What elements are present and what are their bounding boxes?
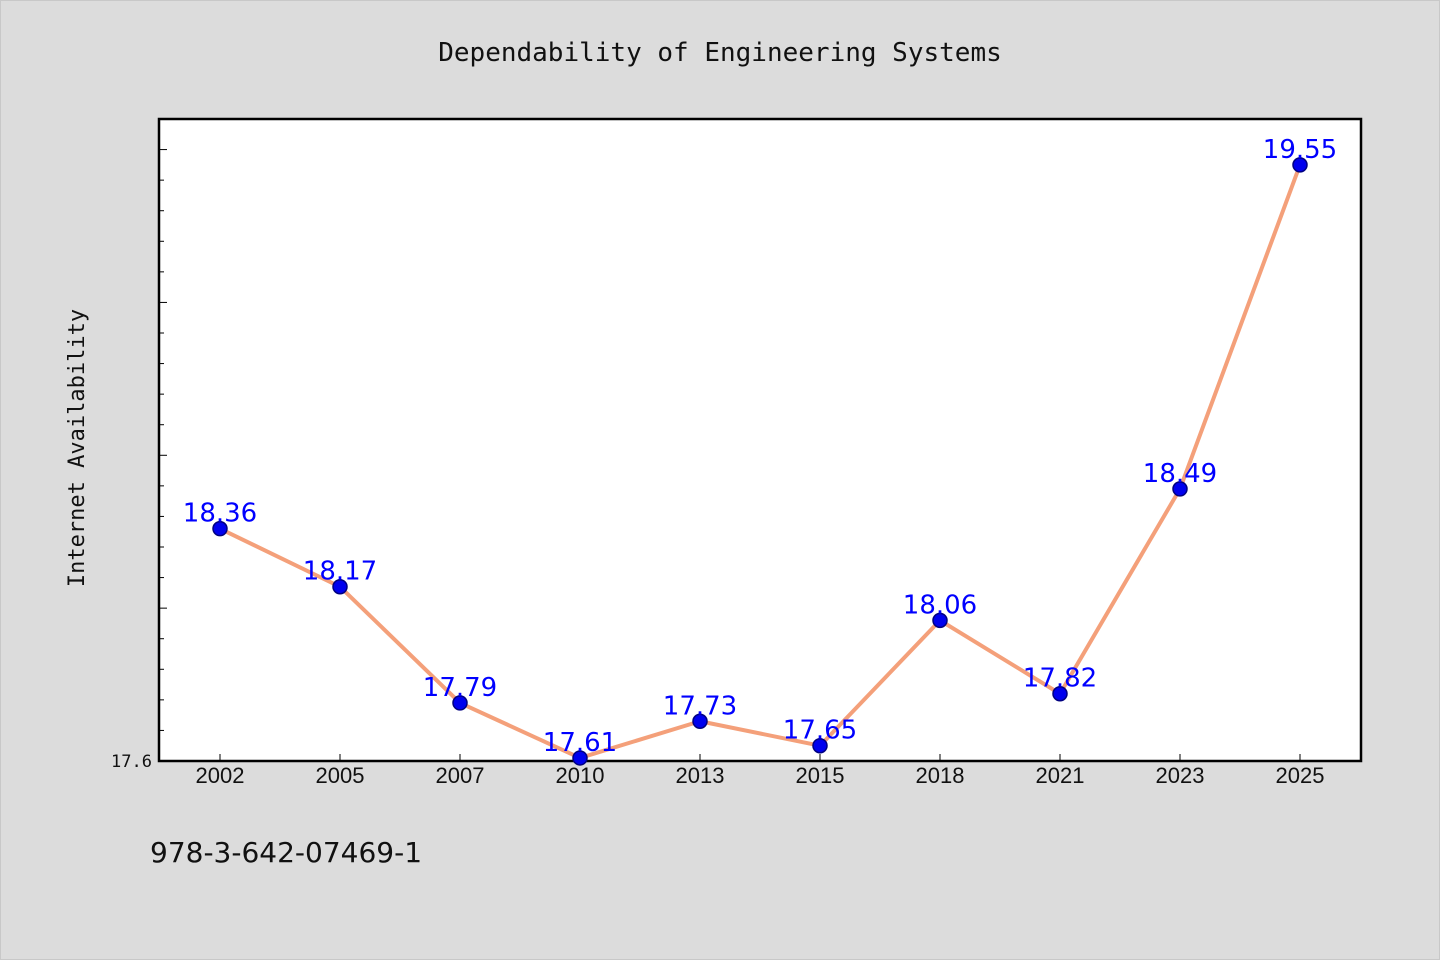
plot-area — [157, 117, 1363, 763]
x-tick-label: 2005 — [316, 763, 365, 788]
data-point — [572, 750, 588, 766]
data-label: 17.79 — [423, 673, 497, 703]
series-markers — [212, 157, 1308, 766]
x-tick-label: 2025 — [1276, 763, 1325, 788]
isbn-annotation: 978-3-642-07469-1 — [150, 836, 422, 869]
x-tick-label: 2023 — [1156, 763, 1205, 788]
x-tick-label: 2010 — [556, 763, 605, 788]
data-point — [812, 737, 828, 754]
data-point — [332, 578, 348, 595]
data-label: 18.17 — [303, 557, 377, 587]
data-point — [932, 612, 948, 629]
data-label: 18.06 — [903, 590, 977, 620]
data-point — [692, 713, 708, 730]
data-labels: 18.36 18.17 17.79 17.61 17.73 17.65 18.06 17.82… — [183, 135, 1337, 758]
data-label: 17.65 — [783, 716, 857, 746]
data-label: 17.73 — [663, 691, 737, 721]
x-tick-label: 2015 — [796, 763, 845, 788]
y-axis-label: Internet Availability — [65, 309, 90, 587]
chart-title: Dependability of Engineering Systems — [438, 38, 1002, 68]
x-tick-label: 2002 — [196, 763, 245, 788]
data-point — [1052, 685, 1068, 702]
data-point — [1292, 157, 1308, 173]
data-label: 17.61 — [543, 728, 617, 758]
x-tick-label: 2007 — [436, 763, 485, 788]
data-point — [212, 520, 228, 537]
x-tick-label: 2021 — [1036, 763, 1085, 788]
series-line — [218, 162, 1302, 760]
data-label: 17.82 — [1023, 664, 1097, 694]
data-label: 18.49 — [1143, 459, 1217, 489]
data-point — [1172, 481, 1188, 497]
data-point — [452, 695, 468, 711]
x-axis-tick-labels: 2002 2005 2007 2010 2013 2015 2018 2021 2023 2025 — [196, 763, 1325, 788]
y-axis-ticks — [159, 118, 167, 731]
x-tick-label: 2018 — [916, 763, 965, 788]
data-label: 18.36 — [183, 499, 257, 529]
data-label: 19.55 — [1263, 135, 1337, 165]
x-tick-label: 2013 — [676, 763, 725, 788]
y-tick-label: 17.6 — [111, 752, 152, 772]
